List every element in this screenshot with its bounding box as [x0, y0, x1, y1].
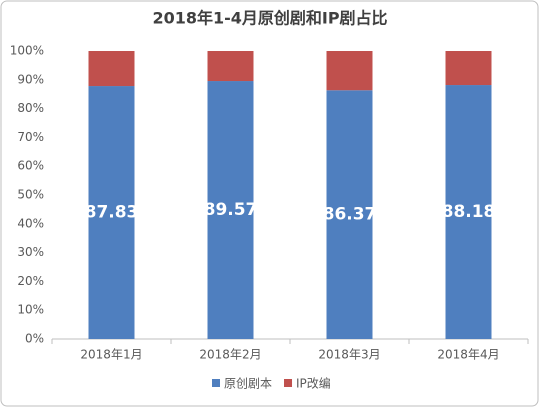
data-label: 88.18: [442, 202, 496, 222]
y-tick-label: 30%: [17, 245, 44, 259]
legend-label: IP改编: [296, 376, 331, 391]
y-tick-label: 20%: [17, 274, 44, 288]
y-tick-label: 90%: [17, 72, 44, 86]
bar-segment: [445, 85, 492, 340]
bar-segment: [326, 51, 373, 91]
x-tick-label: 2018年1月: [80, 348, 142, 362]
bar-segment: [207, 51, 254, 82]
y-tick-label: 60%: [17, 159, 44, 173]
x-tick-label: 2018年3月: [318, 348, 380, 362]
data-label: 89.57: [204, 200, 258, 220]
chart-title: 2018年1-4月原创剧和IP剧占比: [152, 9, 387, 28]
legend-swatch: [212, 379, 220, 387]
legend-label: 原创剧本: [224, 377, 272, 391]
bar-segment: [88, 51, 135, 87]
y-tick-label: 50%: [17, 188, 44, 202]
bar-segment: [207, 81, 254, 340]
y-tick-label: 100%: [10, 44, 44, 58]
y-tick-label: 70%: [17, 130, 44, 144]
x-tick-label: 2018年2月: [199, 348, 261, 362]
x-tick-label: 2018年4月: [437, 348, 499, 362]
legend-swatch: [284, 379, 293, 387]
y-tick-label: 80%: [17, 101, 44, 115]
data-label: 86.37: [323, 205, 377, 225]
y-tick-label: 40%: [17, 216, 44, 230]
data-label: 87.83: [85, 203, 139, 223]
bar-segment: [88, 86, 135, 340]
bar-segment: [445, 51, 492, 86]
bar-segment: [326, 90, 373, 340]
y-tick-label: 0%: [25, 332, 44, 346]
y-tick-label: 10%: [17, 303, 44, 317]
